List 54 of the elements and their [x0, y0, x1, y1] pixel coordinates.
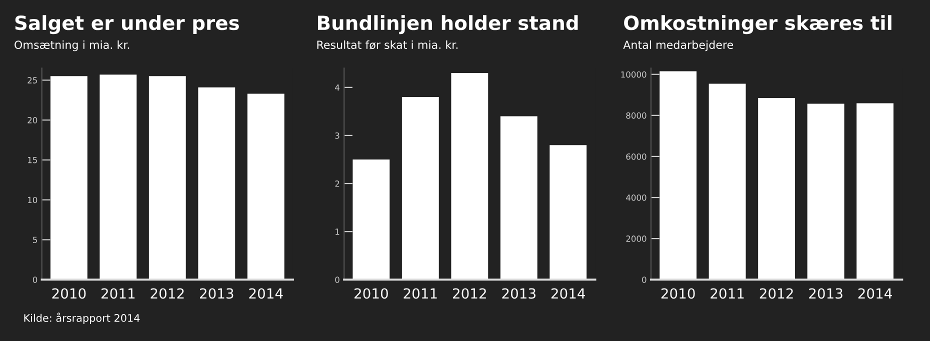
y-tick-label: 2 [335, 180, 340, 187]
bar [451, 73, 488, 280]
y-tick-label: 6000 [626, 153, 646, 160]
y-tick-label: 8000 [626, 112, 646, 119]
y-tick-label: 0 [32, 276, 38, 283]
y-tick-label: 2000 [626, 236, 646, 242]
x-tick-label: 2012 [150, 288, 184, 299]
bar [708, 84, 746, 280]
bar [550, 145, 587, 280]
y-tick-label: 1 [336, 228, 340, 235]
chart-subtitle: Omsætning i mia. kr. [14, 40, 130, 52]
chart-subtitle: Resultat før skat i mia. kr. [317, 40, 458, 50]
y-tick-label: 5 [33, 236, 37, 244]
bar [500, 116, 538, 280]
bar [807, 104, 844, 280]
bar [148, 76, 186, 280]
bar [856, 103, 894, 280]
x-tick-label: 2010 [354, 288, 388, 299]
chart-subtitle: Antal medarbejdere [623, 40, 734, 52]
chart-title: Omkostninger skæres til [624, 15, 892, 34]
text: Kilde: årsrapport 2014 [24, 312, 140, 324]
x-tick-label: 2010 [52, 288, 86, 299]
chart-title: Bundlinjen holder stand [318, 15, 578, 34]
bar [100, 74, 137, 280]
y-tick-label: 0 [642, 276, 646, 283]
bar [198, 87, 236, 280]
bar [758, 98, 796, 280]
y-tick-label: 25 [28, 77, 37, 84]
x-tick-label: 2012 [760, 288, 793, 299]
y-tick-label: 15 [28, 157, 37, 164]
y-tick-label: 4 [335, 84, 340, 91]
x-tick-label: 2013 [502, 288, 536, 299]
bar [402, 97, 439, 280]
bar [50, 76, 88, 280]
x-tick-label: 2014 [551, 288, 586, 299]
bar [352, 159, 390, 280]
x-tick-label: 2014 [249, 288, 283, 299]
x-tick-label: 2014 [858, 288, 892, 299]
y-tick-label: 4000 [626, 194, 646, 201]
x-tick-label: 2011 [710, 288, 744, 299]
y-tick-label: 10 [28, 196, 38, 204]
x-tick-label: 2012 [452, 288, 486, 299]
x-tick-label: 2010 [661, 288, 695, 299]
x-tick-label: 2013 [809, 288, 842, 299]
y-tick-label: 0 [335, 276, 340, 283]
y-tick-label: 10000 [621, 71, 646, 78]
chart-title: Salget er under pres [15, 15, 239, 34]
y-tick-label: 3 [335, 132, 340, 139]
x-tick-label: 2013 [200, 288, 234, 299]
x-tick-label: 2011 [102, 288, 135, 299]
bar [660, 71, 697, 280]
y-tick-label: 20 [28, 117, 38, 124]
bar [247, 94, 284, 280]
x-tick-label: 2011 [404, 288, 437, 299]
